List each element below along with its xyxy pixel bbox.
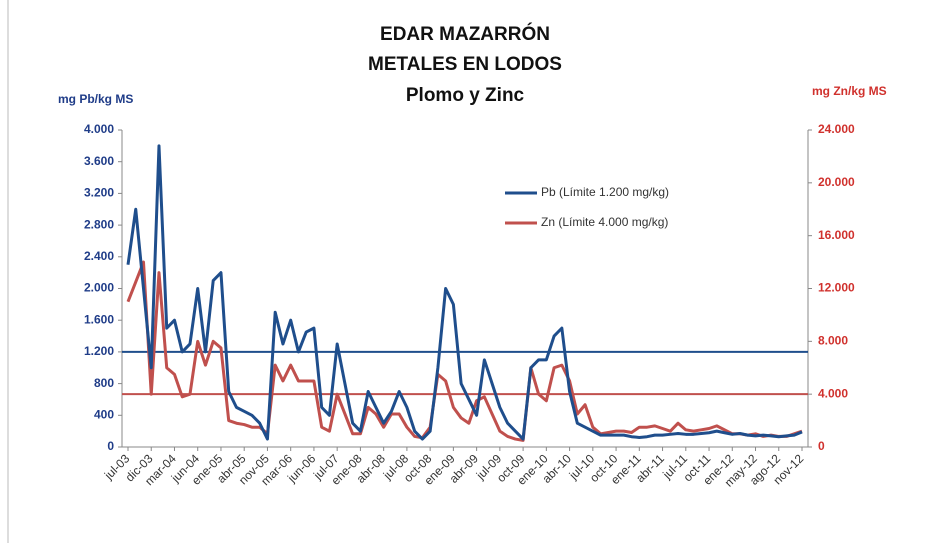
y-tick-label: 2.000 bbox=[84, 281, 114, 295]
chart-title: EDAR MAZARRÓN bbox=[380, 23, 550, 45]
y-tick-label: 3.200 bbox=[84, 186, 114, 200]
y2-tick-label: 8.000 bbox=[818, 334, 848, 348]
y-tick-label: 1.200 bbox=[84, 344, 114, 358]
y2-tick-label: 20.000 bbox=[818, 175, 855, 189]
chart-title: METALES EN LODOS bbox=[368, 54, 562, 75]
legend-label: Zn (Límite 4.000 mg/kg) bbox=[541, 215, 668, 229]
y-tick-label: 800 bbox=[94, 376, 114, 390]
y-tick-label: 3.600 bbox=[84, 154, 114, 168]
y-tick-label: 2.800 bbox=[84, 217, 114, 231]
y2-tick-label: 0 bbox=[818, 439, 825, 453]
y-axis-label: mg Pb/kg MS bbox=[58, 92, 133, 106]
y-tick-label: 2.400 bbox=[84, 249, 114, 263]
legend-label: Pb (Límite 1.200 mg/kg) bbox=[541, 185, 669, 199]
y2-tick-label: 24.000 bbox=[818, 122, 855, 136]
chart-title: Plomo y Zinc bbox=[406, 85, 525, 106]
y-tick-label: 1.600 bbox=[84, 312, 114, 326]
y2-axis-label: mg Zn/kg MS bbox=[812, 84, 887, 98]
y2-tick-label: 12.000 bbox=[818, 281, 855, 295]
y2-tick-label: 4.000 bbox=[818, 386, 848, 400]
y-tick-label: 0 bbox=[107, 439, 114, 453]
y-tick-label: 4.000 bbox=[84, 122, 114, 136]
series-line bbox=[126, 260, 803, 442]
y2-tick-label: 16.000 bbox=[818, 228, 855, 242]
series-line bbox=[126, 144, 803, 441]
y-tick-label: 400 bbox=[94, 407, 114, 421]
